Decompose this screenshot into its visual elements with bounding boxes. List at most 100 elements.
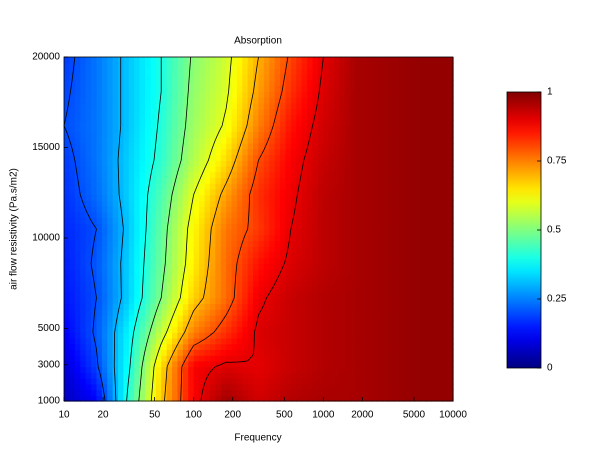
heat-cell — [442, 383, 449, 391]
heat-cell — [307, 366, 314, 373]
heat-cell — [447, 188, 454, 196]
heat-cell — [409, 217, 416, 224]
heat-cell — [382, 211, 389, 219]
heat-cell — [85, 378, 92, 385]
heat-cell — [436, 343, 443, 350]
heat-cell — [312, 131, 319, 138]
heat-cell — [339, 206, 346, 213]
heat-cell — [431, 349, 438, 356]
heat-cell — [425, 286, 432, 293]
heat-cell — [409, 292, 416, 299]
heat-cell — [317, 114, 324, 121]
heat-cell — [209, 320, 216, 328]
heat-cell — [204, 343, 211, 350]
heat-cell — [96, 74, 103, 81]
heat-cell — [134, 378, 141, 385]
heat-cell — [301, 349, 308, 356]
heat-cell — [431, 372, 438, 379]
heat-cell — [339, 74, 346, 81]
heat-cell — [96, 315, 103, 322]
heat-cell — [118, 177, 125, 184]
heat-cell — [253, 183, 260, 190]
heat-cell — [409, 355, 416, 362]
heat-cell — [123, 74, 130, 81]
heat-cell — [128, 137, 135, 144]
heat-cell — [64, 217, 71, 224]
heat-cell — [334, 120, 341, 127]
heat-cell — [134, 326, 141, 333]
heat-cell — [442, 131, 449, 138]
heat-cell — [80, 97, 87, 104]
heat-cell — [415, 177, 422, 184]
heat-cell — [226, 183, 233, 190]
heat-cell — [301, 160, 308, 167]
heat-cell — [182, 292, 189, 299]
heat-cell — [301, 206, 308, 213]
heat-cell — [436, 154, 443, 161]
heat-cell — [398, 303, 405, 310]
heat-cell — [371, 332, 378, 339]
heat-cell — [69, 188, 76, 196]
heat-cell — [64, 309, 71, 316]
heat-cell — [166, 194, 173, 201]
heat-cell — [296, 154, 303, 161]
heat-cell — [134, 85, 141, 92]
heat-cell — [425, 372, 432, 379]
heat-cell — [161, 206, 168, 213]
heat-cell — [242, 154, 249, 161]
heat-cell — [263, 171, 270, 178]
heat-cell — [317, 125, 324, 133]
heat-cell — [161, 74, 168, 81]
heat-cell — [74, 383, 81, 391]
heat-cell — [361, 148, 368, 156]
heat-cell — [247, 234, 254, 242]
heat-cell — [204, 320, 211, 328]
heat-cell — [101, 102, 108, 110]
heat-cell — [112, 206, 119, 213]
heat-cell — [123, 188, 130, 196]
heat-cell — [199, 297, 206, 305]
heat-cell — [96, 200, 103, 207]
heat-cell — [409, 79, 416, 87]
heat-cell — [382, 309, 389, 316]
heat-cell — [80, 251, 87, 259]
heat-cell — [317, 372, 324, 379]
heat-cell — [307, 240, 314, 247]
heat-cell — [123, 378, 130, 385]
heat-cell — [155, 355, 162, 362]
heat-cell — [101, 223, 108, 230]
heat-cell — [431, 97, 438, 104]
heat-cell — [112, 131, 119, 138]
heat-cell — [64, 194, 71, 201]
heat-cell — [188, 332, 195, 339]
heat-cell — [209, 263, 216, 270]
heat-cell — [177, 280, 184, 287]
heat-cell — [182, 160, 189, 167]
heat-cell — [436, 378, 443, 385]
heat-cell — [155, 326, 162, 333]
heat-cell — [388, 143, 395, 150]
heat-cell — [269, 269, 276, 276]
heat-cell — [296, 165, 303, 173]
heat-cell — [204, 286, 211, 293]
heat-cell — [371, 206, 378, 213]
heat-cell — [80, 223, 87, 230]
heat-cell — [145, 251, 152, 259]
heat-cell — [339, 372, 346, 379]
heat-cell — [285, 372, 292, 379]
heat-cell — [269, 165, 276, 173]
heat-cell — [442, 200, 449, 207]
heat-cell — [366, 148, 373, 156]
heat-cell — [150, 246, 157, 253]
heat-cell — [166, 292, 173, 299]
heat-cell — [118, 309, 125, 316]
heat-cell — [339, 183, 346, 190]
heat-cell — [447, 165, 454, 173]
heat-cell — [312, 355, 319, 362]
heat-cell — [231, 183, 238, 190]
heat-cell — [91, 62, 98, 70]
heat-cell — [220, 211, 227, 219]
heat-cell — [118, 355, 125, 362]
heat-cell — [166, 309, 173, 316]
heat-cell — [69, 263, 76, 270]
